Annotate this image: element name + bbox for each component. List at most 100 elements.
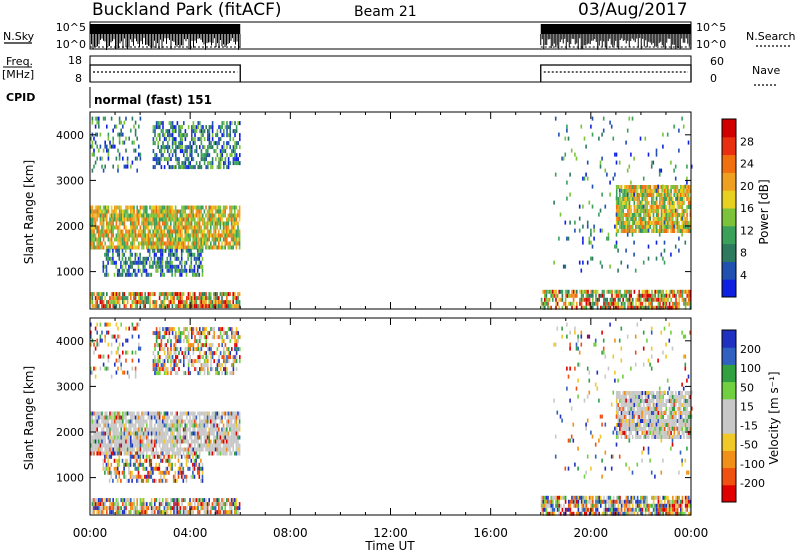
data-cell [229,443,231,448]
data-cell [146,423,148,428]
data-cell [106,292,108,297]
data-cell [630,217,632,221]
data-cell [671,229,674,233]
data-cell [207,165,209,170]
data-cell [168,153,171,158]
data-cell [109,237,111,242]
data-cell [155,260,157,265]
data-cell [200,264,202,269]
colorbar-tick-label: 12 [740,224,754,237]
data-cell [104,209,106,214]
data-cell [633,229,636,233]
data-cell [126,241,129,246]
data-cell [189,355,191,360]
data-cell [154,367,156,372]
data-cell [222,435,225,440]
data-cell [148,252,151,257]
data-cell [229,419,231,424]
data-cell [224,292,226,297]
data-cell [668,301,671,306]
data-cell [222,229,225,234]
data-cell [136,435,138,440]
data-cell [185,478,188,483]
data-cell [123,237,126,242]
data-cell [227,221,230,226]
data-cell [94,415,97,420]
data-cell [118,292,121,297]
data-cell [109,304,111,309]
data-cell [157,359,159,364]
data-cell [602,128,605,133]
data-cell [232,335,235,340]
data-cell [572,301,575,306]
data-cell [115,451,118,456]
data-cell [141,506,143,511]
data-cell [662,289,664,294]
data-cell [218,411,220,416]
data-cell [198,225,201,230]
data-cell [219,304,222,309]
data-cell [226,367,228,372]
data-cell [162,245,164,250]
data-cell [674,164,677,169]
data-cell [107,205,110,210]
data-cell [146,419,148,424]
data-cell [617,217,620,221]
data-cell [223,121,225,126]
data-cell [198,241,201,246]
data-cell [98,213,100,218]
data-cell [142,419,145,424]
data-cell [195,256,197,261]
data-cell [592,305,594,310]
data-cell [91,502,94,507]
data-cell [173,300,175,305]
data-cell [152,454,154,459]
data-cell [227,443,230,448]
data-cell [194,137,196,142]
data-cell [144,435,146,440]
data-cell [665,289,668,294]
data-cell [619,293,621,298]
data-cell [171,439,174,444]
data-cell [197,237,199,242]
data-cell [179,347,182,352]
data-cell [109,213,111,218]
data-cell [179,359,182,364]
data-cell [187,233,190,238]
data-cell [152,125,155,130]
data-cell [118,245,121,250]
data-cell [165,137,167,142]
data-cell [183,351,185,356]
data-cell [196,272,199,277]
data-cell [98,148,100,153]
data-cell [182,292,185,297]
data-cell [230,427,233,432]
data-cell [224,157,227,162]
data-cell [137,260,140,265]
data-cell [628,205,631,209]
data-cell [202,431,204,436]
data-cell [235,161,238,166]
data-cell [157,125,159,130]
data-cell [627,229,629,233]
data-cell [194,419,196,424]
data-cell [147,474,149,479]
colorbar-swatch [722,172,736,191]
data-cell [192,165,195,170]
data-cell [198,260,201,265]
data-cell [681,229,684,233]
data-cell [128,411,130,416]
data-cell [230,415,233,420]
data-cell [186,327,188,332]
data-cell [138,411,140,416]
data-cell [675,197,677,201]
data-cell [105,272,108,277]
data-cell [237,209,239,214]
data-cell [659,289,661,294]
data-cell [651,209,653,213]
data-cell [226,141,228,146]
data-cell [179,268,181,273]
data-cell [107,470,109,475]
data-cell [606,305,608,310]
data-cell [660,221,663,225]
